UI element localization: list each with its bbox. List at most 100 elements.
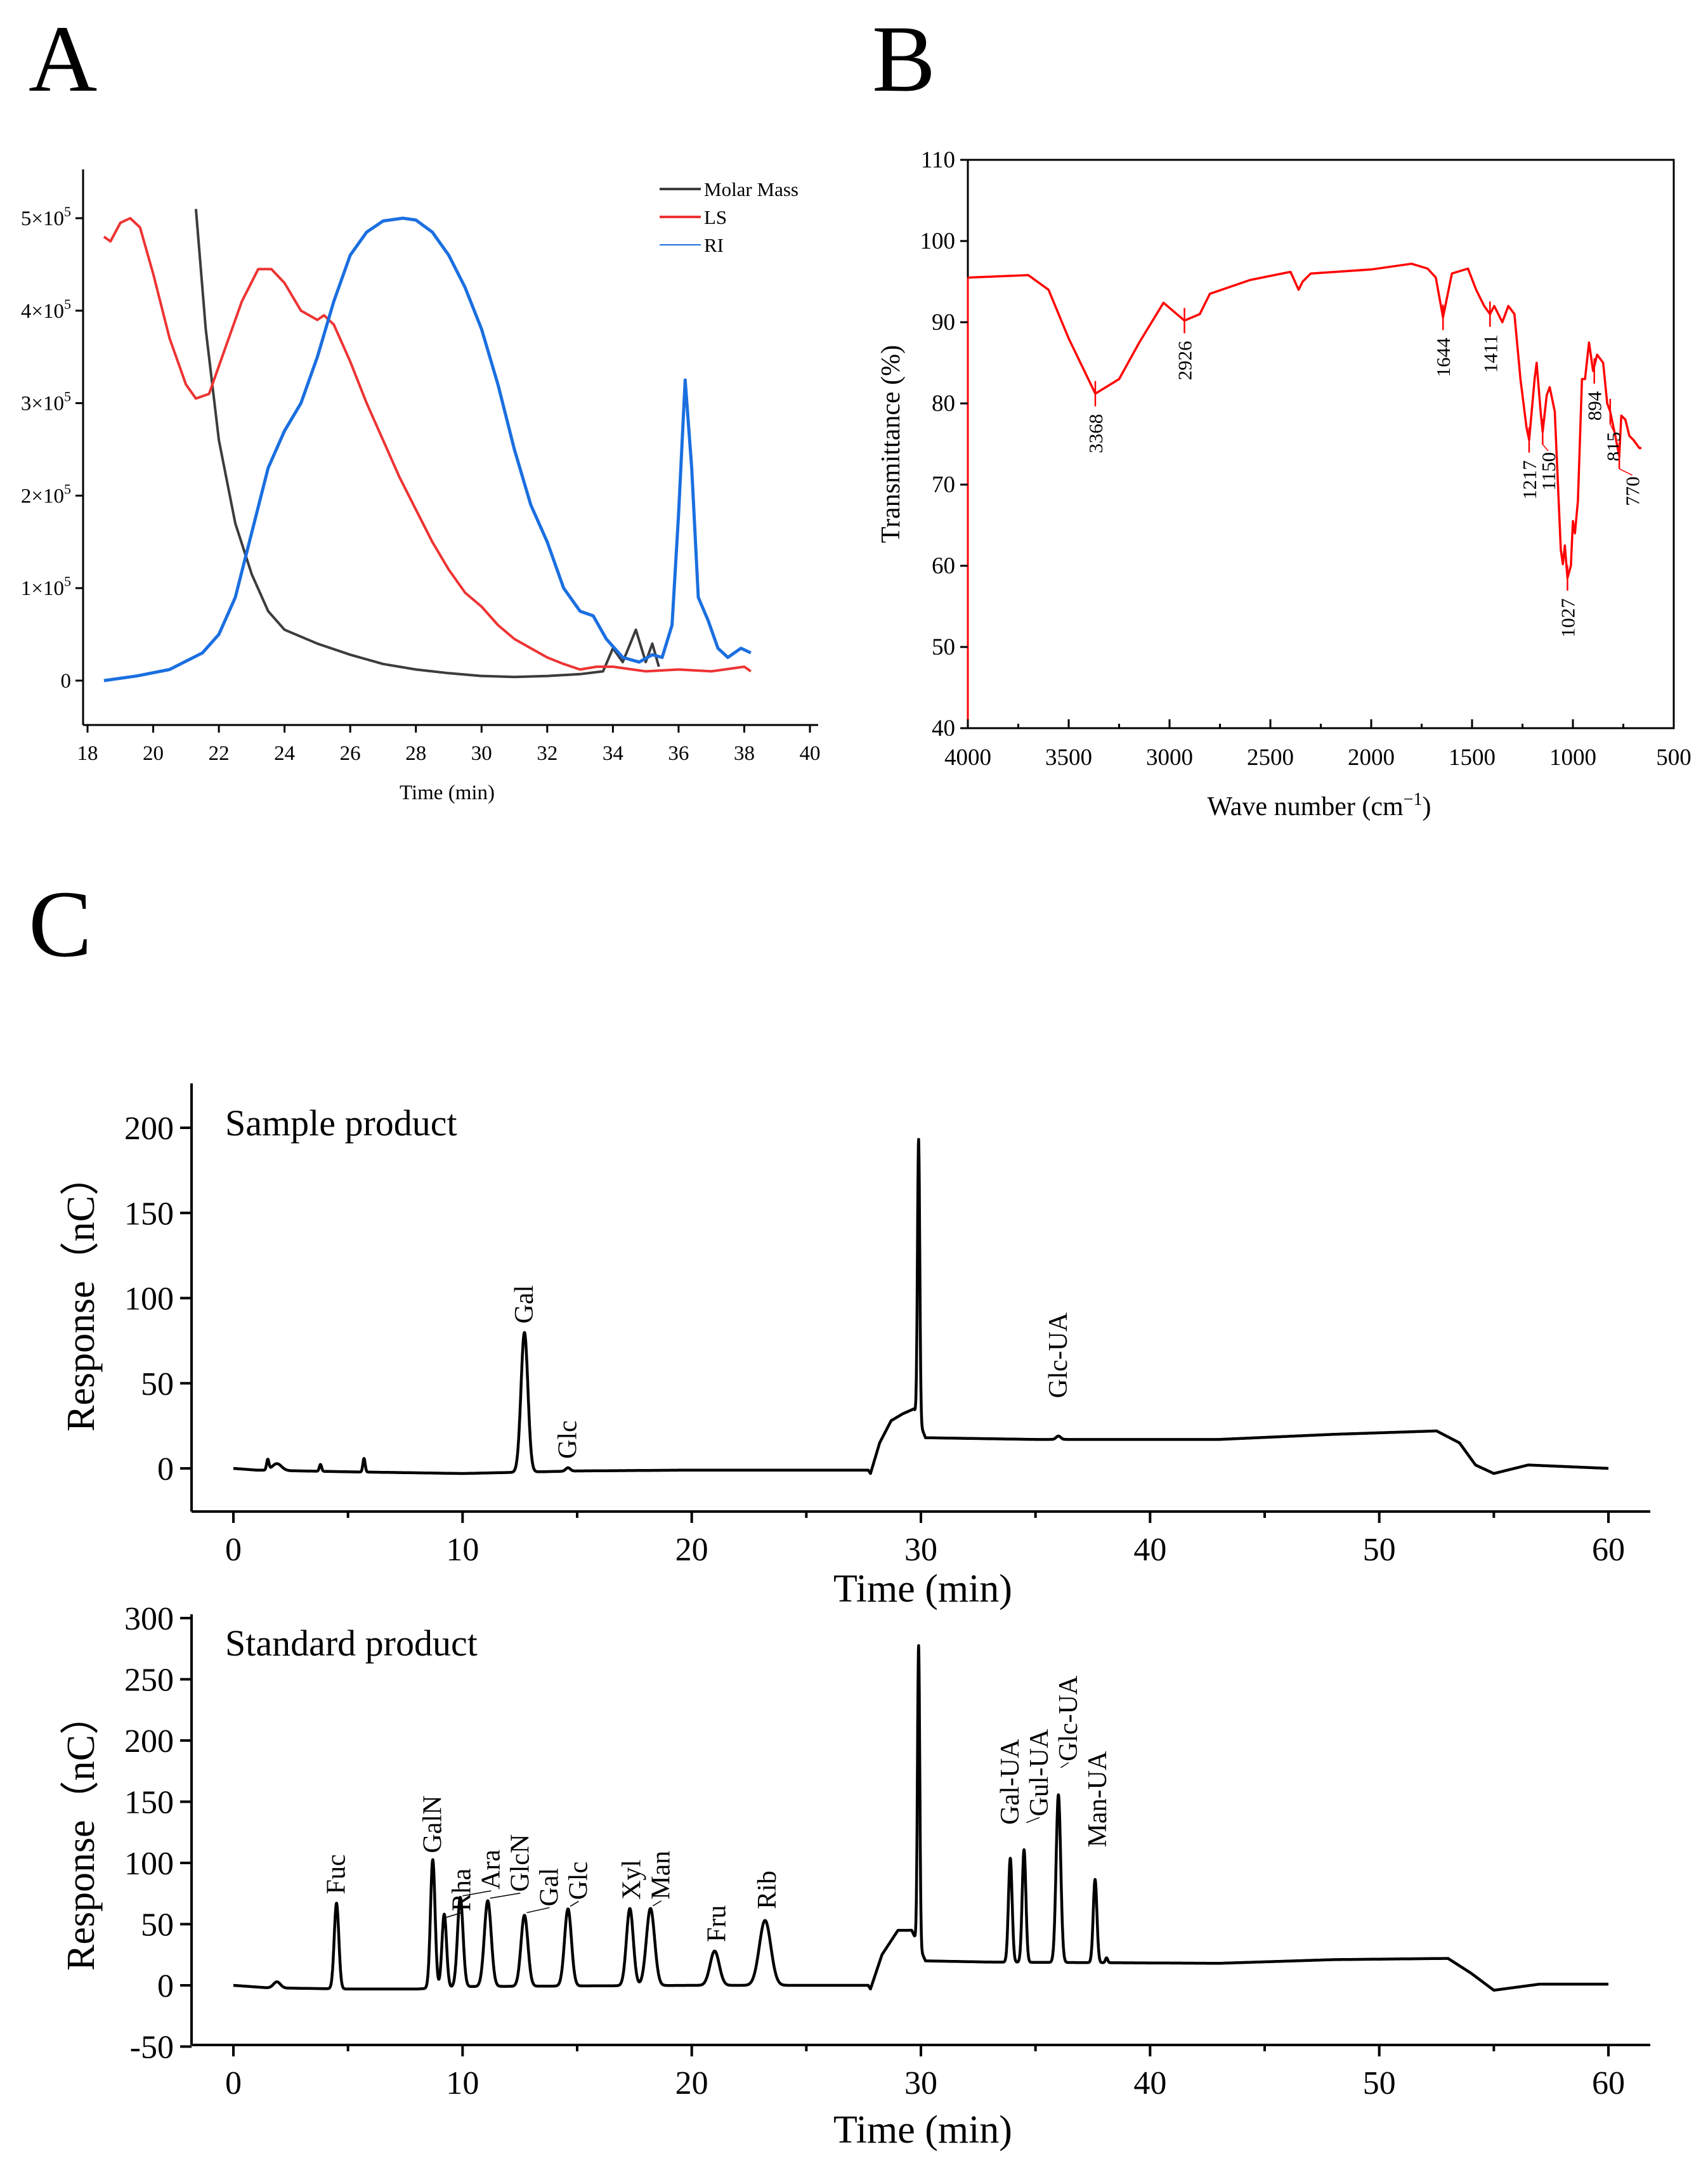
x-tick-label: 34	[603, 742, 623, 765]
x-tick-label: 50	[1363, 2065, 1396, 2101]
y-tick-label: 300	[124, 1601, 174, 1637]
x-tick-label: 38	[734, 742, 755, 765]
y-tick-exponent: 5	[64, 573, 71, 589]
peak-label-leader	[652, 1900, 662, 1907]
y-tick-exponent: 5	[64, 296, 71, 312]
x-tick-label: 500	[1656, 745, 1692, 771]
peak-label: Gal	[510, 1285, 539, 1324]
chromatogram-line	[232, 1138, 1610, 1475]
y-tick-label: 1×105	[21, 573, 71, 600]
peak-label-leader	[445, 1912, 462, 1918]
x-tick-label: 50	[1363, 1532, 1396, 1568]
peak-label: Gul-UA	[1025, 1728, 1054, 1816]
legend-label: RI	[704, 234, 724, 256]
y-tick-label: 100	[124, 1281, 174, 1317]
x-tick-label: 36	[668, 742, 689, 765]
series-line-ri	[103, 216, 752, 683]
x-axis-title: Time (min)	[400, 781, 495, 804]
y-tick-label: 50	[141, 1366, 174, 1402]
y-tick-label: 100	[124, 1846, 174, 1882]
y-tick-label: 200	[124, 1723, 174, 1760]
x-tick-label: 1500	[1449, 745, 1496, 771]
y-tick-label: 5×105	[21, 204, 71, 230]
y-tick-label: 100	[920, 228, 956, 254]
y-tick-label: 3×105	[21, 389, 71, 415]
legend-label: Molar Mass	[704, 178, 799, 200]
peak-label-leader	[462, 1890, 492, 1897]
annotation-leader	[1542, 444, 1549, 452]
peak-label: Glc	[554, 1420, 583, 1459]
peak-annotation: 815	[1603, 432, 1625, 462]
peak-label: Gal-UA	[996, 1739, 1025, 1825]
y-tick-mantissa: 0	[61, 670, 72, 693]
y-tick-label: 0	[61, 670, 72, 693]
panel-letter-a: A	[29, 6, 97, 112]
x-tick-label: 32	[537, 742, 557, 765]
x-tick-label: 20	[675, 1532, 708, 1568]
panel-letter-b: B	[872, 6, 935, 112]
y-tick-label: 50	[141, 1907, 174, 1943]
peak-label: Man	[647, 1851, 676, 1900]
y-tick-label: 110	[921, 147, 955, 173]
peak-label: Gal	[535, 1868, 564, 1907]
y-tick-mantissa: 5×10	[21, 207, 64, 230]
x-tick-label: 60	[1592, 1532, 1625, 1568]
x-tick-label: 1000	[1549, 745, 1596, 771]
x-tick-label: 40	[800, 742, 821, 765]
x-tick-label: 10	[446, 1532, 479, 1568]
x-tick-label: 40	[1133, 2065, 1166, 2101]
peak-label: Fuc	[322, 1854, 351, 1894]
peak-annotation: 770	[1622, 476, 1644, 506]
peak-label: Fru	[702, 1905, 731, 1942]
peak-label-leader	[526, 1907, 550, 1914]
plot-frame	[967, 159, 1675, 729]
chart-a-molar-mass: 18 20 22 24 26 28 30 32 34 36 38 4001×1052×1053×105…	[21, 169, 821, 804]
x-tick-label: 28	[405, 742, 426, 765]
chart-title: Standard product	[225, 1623, 478, 1664]
peak-annotation: 1150	[1537, 452, 1560, 491]
peak-label-leader	[1060, 1762, 1069, 1768]
x-tick-label: 10	[446, 2065, 479, 2101]
x-tick-label: 3000	[1146, 745, 1193, 771]
x-axis-title: Time (min)	[833, 1567, 1012, 1610]
peak-label-leader	[570, 1900, 579, 1907]
y-tick-label: 200	[124, 1111, 174, 1147]
peak-label: Glc-UA	[1054, 1675, 1083, 1761]
x-tick-label: 24	[274, 742, 295, 765]
chart-c-standard: 0 10 20 30 40 50 60 -50 0 50 100 150 200 250 300 Time (…	[60, 1601, 1650, 2152]
x-tick-label: 2000	[1348, 745, 1395, 771]
peak-annotation: 1644	[1432, 337, 1454, 377]
peak-label: Glc	[564, 1862, 593, 1900]
x-tick-label: 18	[77, 742, 98, 765]
y-tick-label: 250	[124, 1662, 174, 1699]
peak-label-leader	[490, 1892, 521, 1899]
peak-label: Rib	[753, 1871, 782, 1909]
y-axis-title: Response（nC）	[60, 1156, 103, 1432]
chromatogram-line	[232, 1644, 1610, 1992]
x-tick-label: 3500	[1045, 745, 1092, 771]
x-tick-label: 22	[209, 742, 230, 765]
y-tick-exponent: 5	[64, 389, 71, 405]
y-tick-label: 2×105	[21, 481, 71, 507]
chart-b-ftir: 4000 3500 3000 2500 2000 1500 1000 500 40 50 60 70 8…	[877, 147, 1692, 821]
peak-annotation: 1027	[1556, 598, 1579, 637]
peak-label: Xyl	[618, 1860, 647, 1900]
x-tick-label: 4000	[944, 745, 991, 771]
y-tick-label: 4×105	[21, 296, 71, 323]
peak-annotation: 2926	[1174, 341, 1196, 380]
y-tick-mantissa: 2×10	[21, 485, 64, 507]
y-tick-label: -50	[130, 2030, 174, 2066]
peak-annotation: 3368	[1085, 414, 1107, 454]
peak-label: Rha	[447, 1868, 476, 1911]
x-tick-label: 30	[904, 2065, 937, 2101]
chart-c-sample: 0 10 20 30 40 50 60 0 50 100 150 200 Time (min) Respo…	[60, 1083, 1650, 1610]
y-tick-label: 60	[932, 553, 955, 579]
y-tick-mantissa: 4×10	[21, 300, 64, 323]
peak-label-leader	[1026, 1817, 1040, 1824]
x-tick-label: 60	[1592, 2065, 1625, 2101]
x-tick-label: 0	[225, 2065, 242, 2101]
x-axis-title: Wave number (cm−1)	[1208, 790, 1431, 821]
peak-label: Glc-UA	[1044, 1312, 1073, 1398]
x-axis-title: Time (min)	[833, 2108, 1012, 2152]
